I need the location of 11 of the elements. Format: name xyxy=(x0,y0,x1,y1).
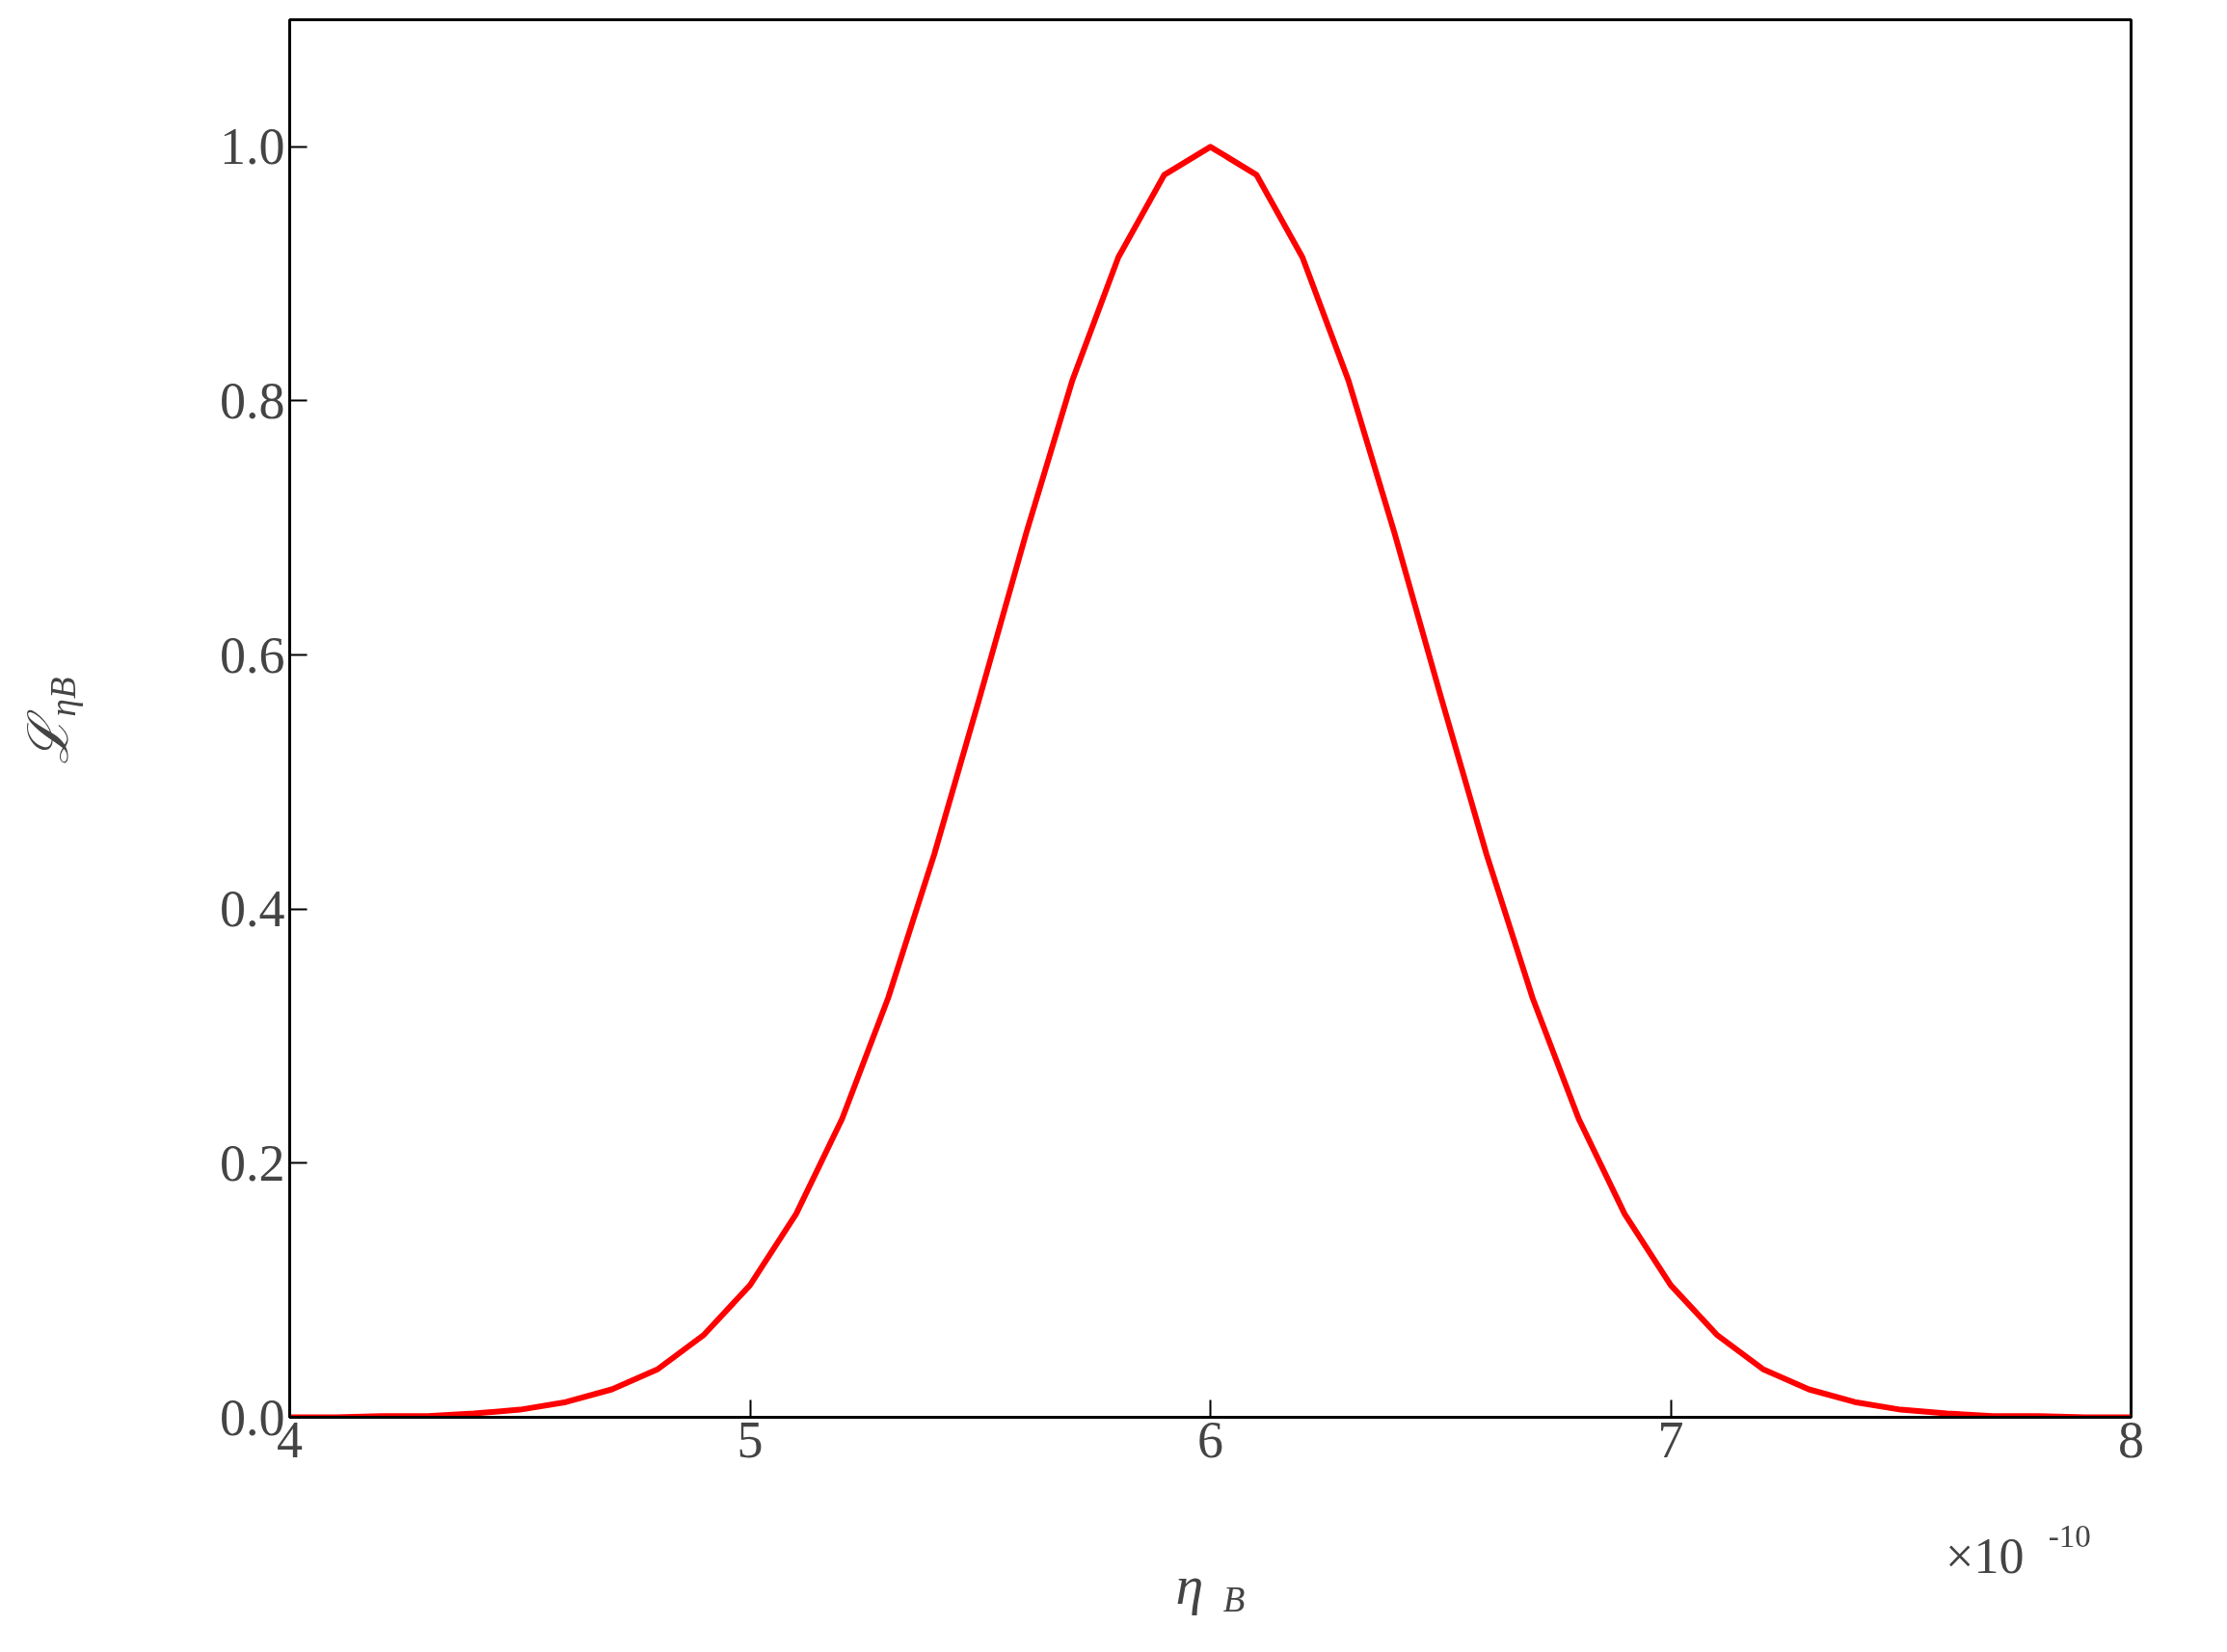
x-tick-label: 6 xyxy=(1197,1410,1223,1469)
y-tick-label: 0.2 xyxy=(220,1133,285,1192)
y-tick-label: 1.0 xyxy=(220,118,285,176)
x-tick-label: 7 xyxy=(1657,1410,1684,1469)
y-tick-label: 0.8 xyxy=(220,371,285,430)
text: ×10-10 xyxy=(1945,1518,2091,1584)
x-tick-label: 5 xyxy=(737,1410,764,1469)
y-axis-title: ℒηB xyxy=(17,677,83,764)
x-tick-label: 8 xyxy=(2118,1410,2144,1469)
y-tick-label: 0.4 xyxy=(220,880,285,939)
y-tick-label: 0.6 xyxy=(220,626,285,684)
